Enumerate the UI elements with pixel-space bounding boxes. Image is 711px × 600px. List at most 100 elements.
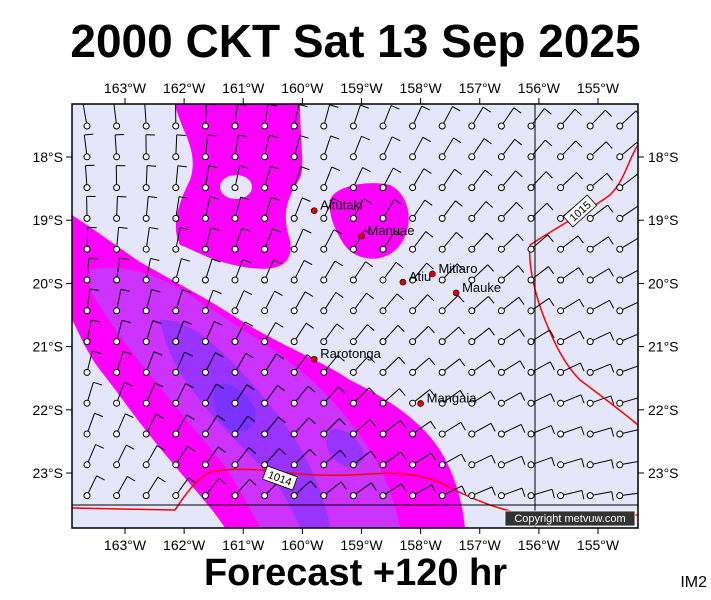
wind-barb — [290, 135, 309, 161]
wind-barb — [586, 363, 615, 376]
lon-tick-label-top: 160°W — [281, 80, 324, 96]
place-label: Aitutaki — [320, 198, 363, 213]
wind-barb — [83, 288, 100, 315]
wind-barb — [320, 104, 339, 130]
wind-barb — [349, 261, 374, 284]
lat-tick-label-left: 21°S — [32, 339, 63, 355]
wind-barb — [201, 227, 220, 253]
rain-area-core-lower — [326, 429, 365, 467]
wind-barb — [172, 165, 187, 192]
wind-barb — [438, 295, 465, 315]
wind-barb — [113, 257, 129, 284]
wind-barb — [83, 381, 103, 407]
wind-barb — [468, 232, 494, 253]
wind-barb — [231, 258, 252, 284]
wind-barb — [231, 321, 254, 346]
wind-barb — [497, 170, 523, 192]
wind-barb — [82, 104, 91, 130]
wind-barb — [231, 227, 251, 253]
wind-barb — [468, 454, 496, 469]
wind-barb — [320, 135, 340, 161]
wind-barb — [290, 417, 316, 438]
wind-barb — [172, 383, 194, 407]
place-label: Atiu — [409, 269, 431, 284]
lon-tick-label-bottom: 161°W — [222, 537, 265, 553]
wind-barb — [468, 486, 496, 500]
wind-barb — [379, 199, 403, 222]
wind-barb — [320, 166, 341, 192]
wind-barb — [320, 386, 346, 407]
wind-barb — [409, 389, 436, 407]
wind-barb — [142, 134, 155, 161]
place-mitiaro: Mitiaro — [429, 261, 477, 278]
wind-barb — [320, 418, 346, 438]
isobar-1014 — [72, 468, 638, 516]
wind-barb — [497, 455, 526, 469]
wind-barb — [231, 290, 253, 315]
wind-barb — [379, 136, 401, 161]
wind-barb — [142, 445, 165, 469]
place-label: Manuae — [368, 223, 415, 238]
wind-barb — [586, 491, 614, 501]
wind-barb — [231, 165, 249, 192]
wind-barb — [349, 482, 377, 500]
wind-barb — [83, 444, 104, 469]
place-aitutaki: Aitutaki — [310, 198, 363, 215]
lon-tick-label-bottom: 159°W — [340, 537, 383, 553]
wind-barb — [142, 226, 159, 253]
wind-barb — [468, 422, 496, 438]
wind-barb — [379, 167, 402, 192]
wind-barb — [616, 237, 638, 253]
wind-barb — [409, 325, 435, 346]
wind-barb — [201, 165, 218, 192]
wind-barb — [83, 412, 104, 438]
wind-barb — [201, 320, 223, 346]
wind-barb — [113, 382, 133, 407]
wind-barb — [83, 226, 97, 253]
wind-barb — [616, 269, 638, 284]
copyright-badge: Copyright metvuw.com — [504, 510, 636, 527]
wind-barb — [349, 167, 371, 192]
wind-barb — [409, 452, 437, 469]
wind-barb — [172, 134, 186, 161]
place-rarotonga: Rarotonga — [310, 346, 382, 363]
wind-barb — [438, 106, 461, 130]
wind-barb — [468, 391, 496, 407]
wind-barb — [557, 458, 585, 469]
wind-barb — [83, 319, 101, 346]
wind-barb — [261, 228, 281, 253]
wind-barb — [142, 413, 165, 438]
wind-barb — [527, 202, 554, 222]
wind-barb — [586, 236, 614, 253]
wind-barb — [142, 289, 161, 315]
wind-barb — [83, 195, 96, 222]
wind-barb — [172, 227, 190, 253]
wind-barb — [497, 233, 524, 253]
wind-barb — [409, 420, 436, 438]
wind-barb — [497, 265, 525, 284]
wind-barb — [438, 200, 463, 222]
wind-barb — [320, 229, 342, 253]
wind-barb — [409, 294, 435, 315]
wind-barb — [320, 323, 345, 346]
wind-barb — [409, 105, 431, 130]
wind-barb — [409, 199, 433, 222]
wind-barb — [290, 291, 314, 315]
lon-tick-label-bottom: 163°W — [104, 537, 147, 553]
wind-barb — [379, 261, 404, 284]
wind-barb — [379, 293, 405, 315]
wind-barb — [231, 447, 256, 469]
wind-barb — [231, 134, 248, 161]
wind-barb — [261, 290, 283, 315]
wind-barb — [409, 262, 434, 284]
wind-barb — [83, 475, 105, 500]
lon-tick-label-bottom: 162°W — [163, 537, 206, 553]
wind-barb — [616, 301, 638, 315]
wind-barb — [586, 268, 614, 284]
wind-barb — [438, 137, 462, 161]
copyright-text: Copyright metvuw.com — [514, 513, 625, 525]
wind-barb — [113, 165, 126, 192]
wind-barb — [83, 257, 98, 284]
lat-tick-label-left: 18°S — [32, 149, 63, 165]
wind-barb — [83, 133, 94, 161]
